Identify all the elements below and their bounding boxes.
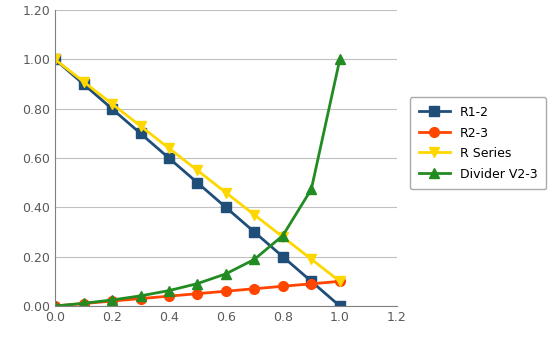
R1-2: [279, 255, 286, 259]
R1-2: [337, 304, 343, 308]
Divider V2-3: [223, 272, 229, 276]
R1-2: [223, 205, 229, 209]
R2-3: [251, 287, 258, 291]
R2-3: [166, 294, 172, 298]
Legend: R1-2, R2-3, R Series, Divider V2-3: R1-2, R2-3, R Series, Divider V2-3: [410, 97, 546, 189]
Divider V2-3: [194, 282, 201, 286]
R Series: [279, 235, 286, 239]
Line: R Series: R Series: [50, 55, 344, 286]
R1-2: [52, 57, 58, 62]
R2-3: [337, 279, 343, 284]
R1-2: [308, 279, 315, 284]
R1-2: [137, 131, 144, 135]
Divider V2-3: [166, 289, 172, 293]
R Series: [194, 168, 201, 172]
R2-3: [80, 302, 87, 306]
R2-3: [137, 296, 144, 301]
R Series: [52, 57, 58, 62]
R1-2: [166, 156, 172, 160]
R Series: [223, 190, 229, 194]
R2-3: [52, 304, 58, 308]
R Series: [137, 124, 144, 128]
R Series: [337, 279, 343, 284]
Divider V2-3: [308, 187, 315, 191]
R Series: [166, 146, 172, 150]
R2-3: [194, 292, 201, 296]
Divider V2-3: [279, 234, 286, 238]
R Series: [109, 102, 115, 106]
R Series: [251, 213, 258, 217]
Line: R1-2: R1-2: [50, 55, 344, 311]
R2-3: [308, 282, 315, 286]
Divider V2-3: [109, 298, 115, 302]
R Series: [308, 257, 315, 261]
Divider V2-3: [337, 57, 343, 62]
Line: Divider V2-3: Divider V2-3: [50, 55, 344, 311]
R1-2: [109, 107, 115, 111]
R2-3: [109, 299, 115, 303]
R1-2: [80, 82, 87, 86]
Divider V2-3: [137, 294, 144, 298]
Divider V2-3: [251, 257, 258, 261]
R1-2: [251, 230, 258, 234]
Divider V2-3: [80, 301, 87, 305]
R2-3: [279, 284, 286, 288]
R Series: [80, 80, 87, 84]
R2-3: [223, 289, 229, 293]
Divider V2-3: [52, 304, 58, 308]
Line: R2-3: R2-3: [50, 276, 344, 311]
R1-2: [194, 181, 201, 185]
